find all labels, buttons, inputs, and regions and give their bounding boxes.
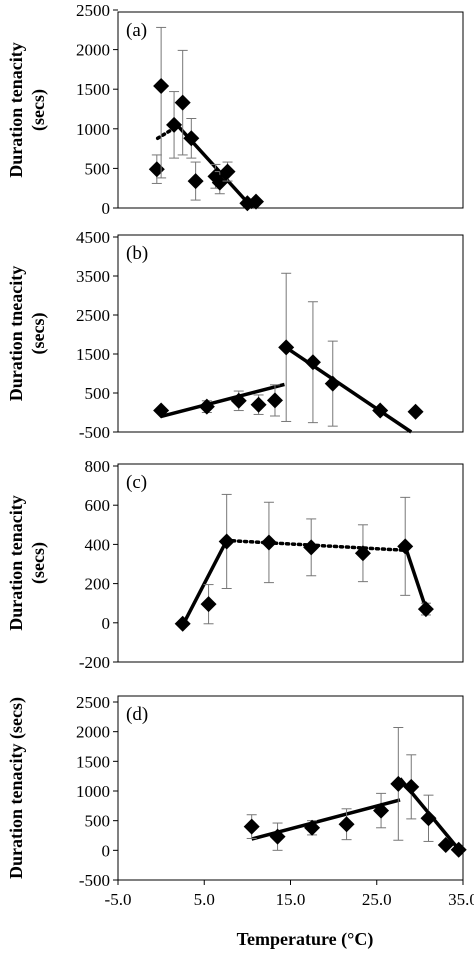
panel-4-y-axis-title: Duration tenacity (secs) [6,697,27,879]
panel-1-y-tick-label: 1500 [76,80,110,99]
panel-3-data-point [354,545,371,562]
panel-4-data-point [420,810,437,827]
panel-3-data-point [218,533,235,550]
panel-1-y-axis-title: Duration tenacity [6,42,26,177]
panel-3-y-tick-label: 800 [85,457,111,476]
panel-2-y-tick-label: 2500 [76,306,110,325]
panel-1-data-point [219,163,236,180]
panel-3-data-point [260,534,277,551]
panel-4-y-tick-label: 1000 [76,782,110,801]
panel-1-data-point [153,78,170,95]
panel-2-data-point [198,398,215,415]
panel-3-y-tick-label: 200 [85,575,111,594]
panel-2-y-tick-label: 1500 [76,345,110,364]
panel-2-data-point [407,403,424,420]
x-axis-title: Temperature (°C) [237,929,374,950]
x-tick-label: 25.0 [362,890,392,909]
panel-1-data-point [166,116,183,133]
panel-4-data-point [269,828,286,845]
x-tick-label: -5.0 [105,890,132,909]
x-tick-label: 5.0 [194,890,215,909]
panel-2-data-point [230,392,247,409]
panel-3-fit-line [403,545,429,612]
panel-3-y-tick-label: 400 [85,535,111,554]
panel-3-frame [117,463,464,663]
panel-3-y-axis-title: Duration tenacity [6,495,26,630]
panel-1-y-axis-title: (secs) [28,89,49,131]
panel-3-y-tick-label: 0 [102,614,111,633]
panel-3-y-tick-label: 600 [85,496,111,515]
panel-1-y-tick-label: 2500 [76,1,110,20]
panel-4-y-tick-label: 500 [85,812,111,831]
panel-2-data-point [278,339,295,356]
panel-1-data-point [148,161,165,178]
panel-2-y-tick-label: 3500 [76,267,110,286]
panel-2-fit-line [286,346,413,434]
panel-2-y-axis-title: (secs) [28,313,49,355]
panel-1-data-point [211,174,228,191]
panel-2-data-point [304,354,321,371]
panel-1-frame [117,11,464,209]
panel-2-data-point [324,375,341,392]
panel-2-y-tick-label: -500 [79,423,110,442]
panel-1-y-tick-label: 0 [102,199,111,218]
panel-3-data-point [174,615,191,632]
panel-1-y-tick-label: 1000 [76,120,110,139]
panel-3-y-tick-label: -200 [79,653,110,672]
panel-1-data-point [187,173,204,190]
panel-2-y-tick-label: 500 [85,384,111,403]
panel-2-data-point [372,402,389,419]
panel-1-y-tick-label: 2000 [76,41,110,60]
panel-2-data-point [266,392,283,409]
panel-3-label: (c) [126,472,147,493]
panel-4-label: (d) [126,704,148,725]
panel-4-data-point [243,818,260,835]
panel-4-data-point [373,802,390,819]
panel-1-data-point [248,193,264,210]
panel-4-data-point [403,778,420,795]
panel-2-y-axis-title: Duration tneacity [6,266,26,401]
panel-4-y-tick-label: 2000 [76,723,110,742]
panel-4-y-tick-label: 1500 [76,752,110,771]
panel-4-data-point [338,816,355,833]
panel-3-data-point [200,596,217,613]
panel-4-y-tick-label: -500 [79,871,110,890]
panel-3-data-point [303,539,320,556]
panel-2-data-point [250,396,267,413]
panel-3-data-point [417,601,434,618]
panel-4-y-tick-label: 0 [102,841,111,860]
panel-2-data-point [153,402,170,419]
panel-1-label: (a) [126,20,147,41]
panel-3-y-axis-title: (secs) [28,542,49,584]
panel-1-y-tick-label: 500 [85,159,111,178]
x-tick-label: 35.0 [448,890,474,909]
panel-4-data-point [450,841,467,858]
panel-4-data-point [304,819,321,836]
panel-1-data-point [174,94,191,111]
panel-4-data-point [390,775,407,792]
x-tick-label: 15.0 [276,890,306,909]
panel-2-frame [117,234,464,433]
panel-4-y-tick-label: 2500 [76,693,110,712]
panel-3-data-point [397,538,414,555]
panel-1-data-point [183,130,200,147]
panel-4-data-point [437,836,454,853]
panel-2-fit-line [160,382,285,419]
panel-2-y-tick-label: 4500 [76,228,110,247]
panel-1-fit-line [155,127,175,141]
panel-2-label: (b) [126,243,148,264]
